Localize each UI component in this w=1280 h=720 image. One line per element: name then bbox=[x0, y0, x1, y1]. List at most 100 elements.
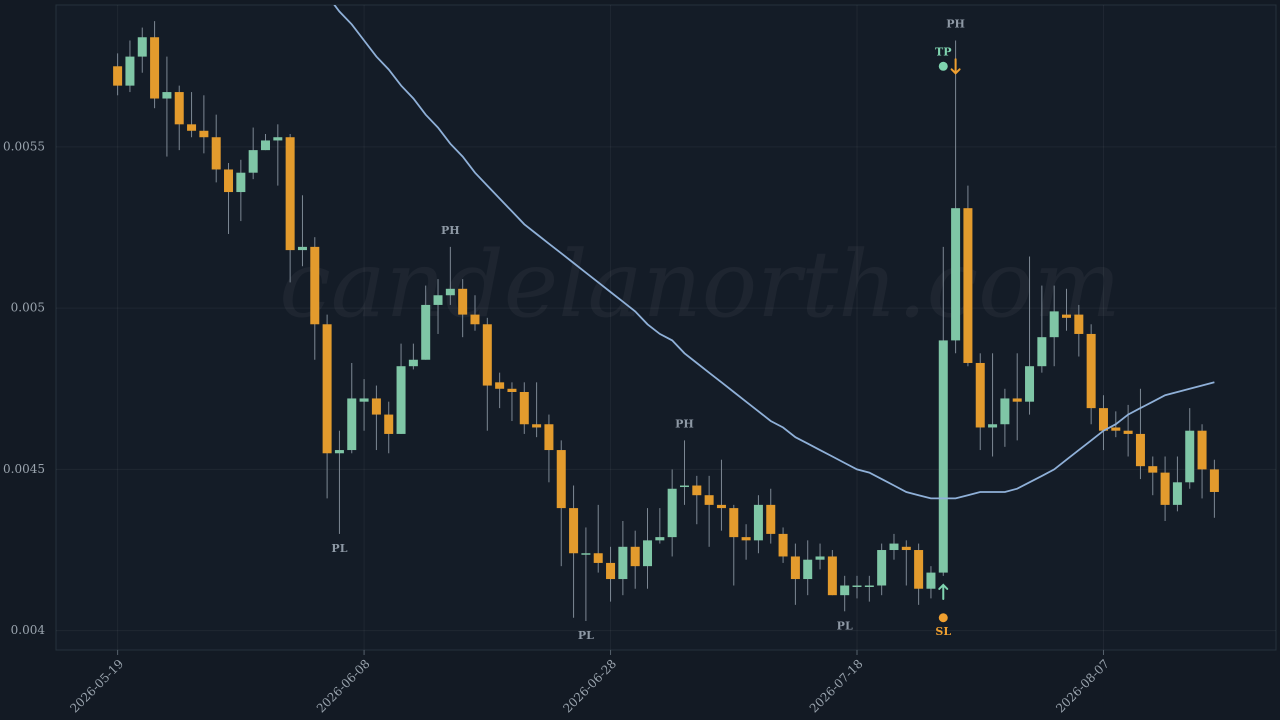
candle-body bbox=[1000, 398, 1010, 425]
candle-body bbox=[187, 124, 197, 131]
level-dot bbox=[938, 61, 948, 71]
candle-body bbox=[1160, 472, 1170, 505]
candle-body bbox=[297, 246, 307, 251]
candle-body bbox=[938, 340, 948, 573]
candle-body bbox=[1062, 314, 1072, 318]
pivot-label: PH bbox=[675, 417, 694, 430]
candle-body bbox=[285, 137, 295, 251]
candle-body bbox=[655, 537, 665, 541]
candle-body bbox=[877, 550, 887, 586]
pivot-label: PL bbox=[837, 619, 853, 632]
candle-body bbox=[137, 37, 147, 57]
candle-body bbox=[667, 488, 677, 538]
candle-body bbox=[310, 246, 320, 325]
candle-body bbox=[1025, 366, 1035, 402]
candle-body bbox=[1074, 314, 1084, 334]
candle-body bbox=[1185, 430, 1195, 483]
candle-body bbox=[864, 585, 874, 587]
candle-body bbox=[260, 140, 270, 151]
candle-body bbox=[643, 540, 653, 567]
y-tick-label: 0.0055 bbox=[3, 139, 45, 153]
candle-body bbox=[679, 485, 689, 488]
pivot-label: PL bbox=[331, 542, 347, 555]
candle-body bbox=[852, 585, 862, 587]
candle-body bbox=[125, 56, 135, 86]
candle-body bbox=[174, 92, 184, 125]
candle-body bbox=[593, 553, 603, 563]
candle-body bbox=[322, 324, 332, 454]
x-tick-label: 2026-08-07 bbox=[1053, 657, 1112, 716]
candle-body bbox=[1197, 430, 1207, 470]
pivot-label: PL bbox=[578, 629, 594, 642]
candle-body bbox=[1049, 311, 1059, 338]
candle-body bbox=[544, 424, 554, 451]
candle-body bbox=[1148, 466, 1158, 473]
candle-body bbox=[766, 504, 776, 534]
candle-body bbox=[408, 359, 418, 367]
candle-body bbox=[150, 37, 160, 99]
candle-body bbox=[433, 295, 443, 305]
candle-body bbox=[790, 556, 800, 580]
candle-body bbox=[729, 508, 739, 538]
x-tick-label: 2026-07-18 bbox=[807, 657, 866, 716]
candle-body bbox=[495, 382, 505, 389]
candle-body bbox=[630, 546, 640, 567]
x-tick-label: 2026-06-08 bbox=[314, 657, 373, 716]
candle-body bbox=[951, 208, 961, 341]
x-tick-label: 2026-05-19 bbox=[67, 657, 126, 716]
candle-body bbox=[692, 485, 702, 496]
candle-body bbox=[507, 388, 517, 392]
candle-body bbox=[396, 366, 406, 434]
candle-body bbox=[347, 398, 357, 451]
candle-body bbox=[482, 324, 492, 386]
candle-body bbox=[334, 450, 344, 454]
candle-body bbox=[901, 546, 911, 551]
candle-body bbox=[1209, 469, 1219, 492]
candle-body bbox=[988, 424, 998, 428]
grid bbox=[56, 5, 1276, 655]
candle-body bbox=[827, 556, 837, 596]
candle-body bbox=[445, 288, 455, 296]
candle-body bbox=[926, 572, 936, 589]
plot-area bbox=[55, 4, 1277, 651]
moving-average-line bbox=[333, 5, 1215, 500]
candle-body bbox=[359, 398, 369, 402]
candle-body bbox=[224, 169, 234, 193]
candle-body bbox=[1123, 430, 1133, 434]
candle-body bbox=[1037, 337, 1047, 367]
y-tick-label: 0.004 bbox=[11, 623, 46, 637]
candle-body bbox=[162, 92, 172, 99]
watermark: candelanorth.com bbox=[279, 231, 1120, 338]
candle-body bbox=[975, 362, 985, 428]
candle-body bbox=[1086, 333, 1096, 409]
candle-body bbox=[273, 137, 283, 141]
candle-body bbox=[569, 508, 579, 554]
candle-body bbox=[211, 137, 221, 170]
candle-body bbox=[248, 150, 258, 173]
pivot-label: PH bbox=[946, 17, 965, 30]
candle-body bbox=[1111, 427, 1121, 431]
candle-body bbox=[963, 208, 973, 363]
candle-body bbox=[618, 546, 628, 580]
candle-body bbox=[1012, 398, 1022, 402]
candle-body bbox=[519, 392, 529, 425]
candle-body bbox=[606, 562, 616, 580]
marks bbox=[113, 5, 1219, 623]
candle-body bbox=[470, 314, 480, 325]
candle-body bbox=[236, 172, 246, 193]
candle-body bbox=[889, 543, 899, 551]
y-tick-label: 0.0045 bbox=[3, 462, 45, 476]
candle-body bbox=[914, 550, 924, 589]
candle-body bbox=[581, 553, 591, 555]
candle-body bbox=[371, 398, 381, 415]
y-tick-label: 0.005 bbox=[11, 301, 45, 315]
level-label: TP bbox=[935, 45, 951, 58]
candle-body bbox=[532, 424, 542, 428]
candle-body bbox=[199, 130, 209, 138]
candle-body bbox=[1172, 482, 1182, 505]
signal-arrow bbox=[938, 583, 949, 600]
candle-body bbox=[741, 537, 751, 541]
candle-body bbox=[803, 559, 813, 580]
